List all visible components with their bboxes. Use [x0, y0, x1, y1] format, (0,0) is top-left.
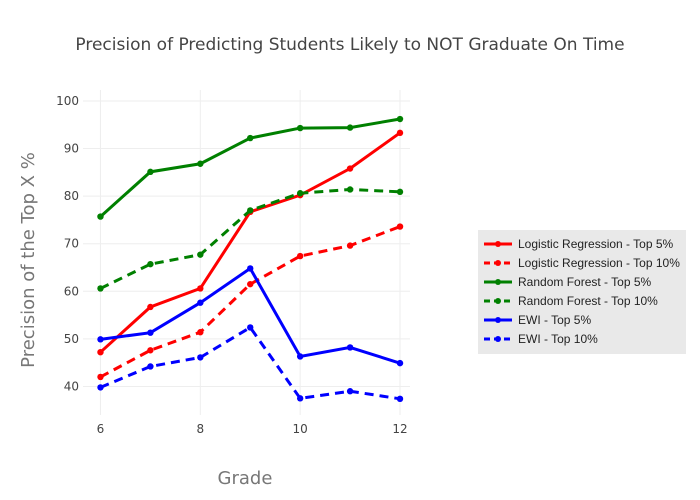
- y-tick-label: 60: [64, 284, 79, 298]
- data-point: [296, 353, 304, 360]
- series-line: [99, 117, 401, 218]
- data-point: [296, 124, 304, 132]
- legend-label: Random Forest - Top 10%: [518, 294, 658, 308]
- data-point: [247, 265, 254, 272]
- legend-label: Random Forest - Top 5%: [518, 275, 652, 289]
- data-point: [197, 329, 204, 336]
- data-point: [247, 280, 254, 288]
- data-point: [346, 124, 354, 131]
- data-point: [346, 165, 354, 172]
- legend-marker: [495, 279, 501, 285]
- legend-marker: [495, 241, 501, 247]
- data-point: [97, 384, 104, 391]
- legend-label: Logistic Regression - Top 10%: [518, 256, 680, 270]
- data-point: [346, 186, 354, 193]
- series-5: [97, 324, 404, 403]
- data-point: [396, 129, 404, 137]
- x-tick-label: 8: [197, 422, 205, 436]
- data-point: [396, 223, 404, 230]
- data-point: [346, 344, 354, 351]
- series-2: [97, 115, 404, 220]
- legend-item[interactable]: Logistic Regression - Top 5%: [484, 237, 674, 251]
- x-axis-label: Grade: [218, 468, 273, 489]
- legend: Logistic Regression - Top 5% Logistic Reg…: [478, 230, 686, 354]
- data-point: [396, 115, 404, 123]
- data-point: [97, 213, 104, 220]
- legend-item[interactable]: Logistic Regression - Top 10%: [484, 256, 680, 270]
- legend-marker: [495, 298, 501, 304]
- series-0: [97, 129, 404, 356]
- legend-marker: [495, 317, 501, 323]
- data-point: [296, 252, 304, 260]
- data-point: [247, 134, 254, 142]
- data-point: [147, 363, 154, 370]
- legend-item[interactable]: Random Forest - Top 5%: [484, 275, 652, 289]
- x-tick-label: 6: [97, 422, 105, 436]
- data-point: [97, 373, 104, 381]
- data-point: [296, 190, 304, 197]
- y-tick-label: 50: [64, 332, 79, 346]
- y-tick-label: 80: [64, 189, 79, 203]
- series-1: [97, 223, 404, 381]
- legend-label: Logistic Regression - Top 5%: [518, 237, 674, 251]
- x-tick-label: 12: [392, 422, 407, 436]
- data-point: [247, 207, 254, 214]
- x-tick-label: 10: [293, 422, 308, 436]
- series-line: [99, 225, 401, 379]
- data-point: [197, 251, 204, 258]
- y-tick-label: 90: [64, 142, 79, 156]
- series-line: [99, 325, 401, 401]
- legend-item[interactable]: EWI - Top 5%: [484, 313, 591, 327]
- series-4: [97, 265, 404, 367]
- data-point: [396, 188, 404, 196]
- data-point: [147, 303, 154, 311]
- data-point: [346, 388, 354, 395]
- data-point: [197, 299, 204, 306]
- data-point: [147, 168, 154, 176]
- y-axis-label: Precision of the Top X %: [18, 152, 39, 368]
- data-point: [296, 395, 304, 402]
- series-line: [99, 187, 401, 290]
- data-point: [197, 285, 204, 292]
- data-point: [396, 359, 404, 367]
- data-point: [147, 329, 154, 336]
- chart-title: Precision of Predicting Students Likely …: [75, 35, 624, 55]
- legend-item[interactable]: Random Forest - Top 10%: [484, 294, 658, 308]
- data-point: [247, 324, 254, 331]
- legend-item[interactable]: EWI - Top 10%: [484, 332, 598, 346]
- series-3: [97, 186, 404, 292]
- data-point: [97, 285, 104, 292]
- y-tick-label: 40: [64, 379, 79, 393]
- data-point: [197, 160, 204, 167]
- axis-ticks: 40 50 60 70 80 90 100 6 8 10 12: [56, 94, 408, 436]
- data-point: [147, 260, 154, 268]
- y-tick-label: 100: [56, 94, 79, 108]
- data-point: [97, 348, 104, 356]
- series-group: [97, 115, 404, 403]
- legend-background: [478, 230, 686, 354]
- legend-label: EWI - Top 5%: [518, 313, 591, 327]
- data-point: [197, 354, 204, 361]
- data-point: [97, 336, 104, 343]
- legend-marker: [495, 260, 501, 266]
- data-point: [396, 395, 404, 403]
- data-point: [346, 242, 354, 249]
- legend-marker: [495, 336, 501, 342]
- data-point: [147, 347, 154, 354]
- legend-label: EWI - Top 10%: [518, 332, 598, 346]
- y-tick-label: 70: [64, 237, 79, 251]
